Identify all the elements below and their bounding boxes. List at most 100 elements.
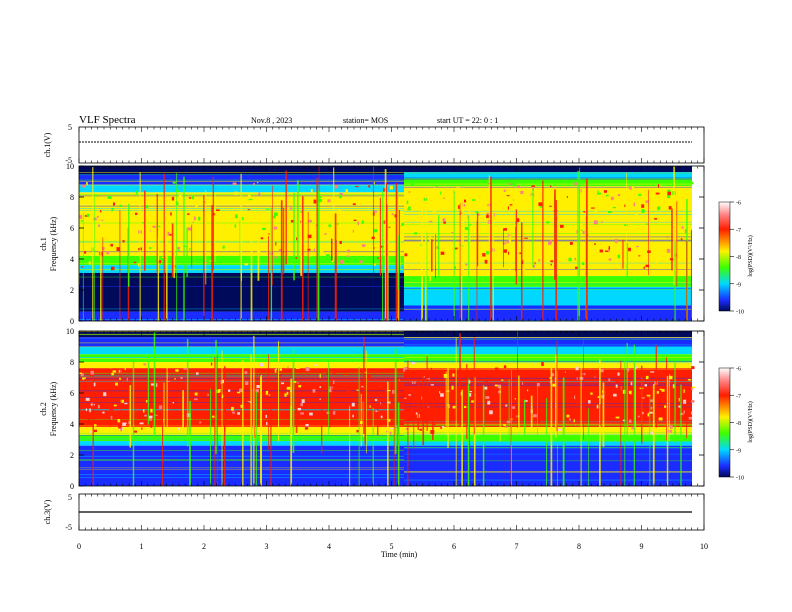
- spectrogram-band: [404, 354, 692, 362]
- spectrogram-speckle: [550, 263, 552, 266]
- spectrogram-ch2-image: [79, 331, 704, 486]
- spectrogram-speckle: [484, 386, 488, 390]
- spectrogram-speckle: [135, 391, 138, 395]
- spectrogram-speckle: [175, 190, 180, 193]
- spectrogram-speckle: [111, 372, 114, 376]
- ch1-ytick-bottom: -5: [65, 156, 72, 165]
- spectrogram-speckle: [484, 259, 488, 264]
- spectrogram-speckle: [635, 366, 638, 369]
- spectrogram-speckle: [615, 384, 618, 388]
- spectrogram-speckle: [120, 399, 124, 403]
- spectrogram-speckle: [435, 185, 438, 187]
- spectrogram-speckle: [629, 186, 632, 190]
- spec2-ylabel-ch: ch.2: [39, 402, 48, 416]
- spectrogram-speckle: [101, 247, 105, 251]
- spectrogram-speckle: [361, 385, 363, 388]
- spectrogram-speckle: [109, 366, 112, 369]
- spectrogram-speckle: [551, 373, 555, 377]
- spectrogram-speckle: [387, 226, 391, 228]
- spectrogram-speckle: [314, 364, 319, 366]
- spectrogram-speckle: [311, 386, 316, 390]
- spectrogram-speckle: [356, 389, 359, 391]
- spectrogram-speckle: [245, 381, 249, 385]
- spectrogram-speckle: [347, 389, 351, 393]
- spectrogram-speckle: [357, 221, 360, 226]
- spectrogram-speckle: [352, 414, 354, 418]
- ch1-ylabel: ch.1(V): [43, 132, 52, 157]
- colorbar-tick-label: -6: [736, 201, 741, 207]
- spectrogram-speckle: [394, 224, 397, 227]
- spectrogram-speckle: [430, 367, 433, 370]
- spectrogram-speckle: [675, 363, 678, 367]
- spectrogram-speckle: [186, 413, 191, 418]
- spectrogram-speckle: [429, 220, 433, 223]
- spectrogram-speckle: [228, 389, 231, 392]
- spectrogram-speckle: [454, 266, 456, 270]
- spectrogram-speckle: [672, 384, 675, 389]
- spectrogram-speckle: [471, 400, 476, 403]
- spectrogram-speckle: [575, 402, 579, 406]
- spectrogram-speckle: [328, 388, 333, 393]
- spectrogram-band: [404, 331, 692, 338]
- spectrogram-speckle: [319, 374, 321, 378]
- spectrogram-speckle: [462, 369, 465, 374]
- spectrogram-speckle: [97, 224, 101, 227]
- spectrogram-speckle: [568, 418, 572, 421]
- spectrogram-speckle: [582, 230, 585, 235]
- spectrogram-speckle: [209, 260, 212, 262]
- spectrogram-speckle: [111, 207, 114, 212]
- spectrogram-speckle: [406, 200, 409, 204]
- spectrogram-speckle: [646, 394, 651, 397]
- spectrogram-speckle: [631, 427, 635, 430]
- spectrogram-speckle: [97, 259, 99, 261]
- spectrogram-speckle: [281, 213, 285, 216]
- spectrogram-speckle: [671, 183, 674, 187]
- spectrogram-speckle: [655, 261, 658, 264]
- spectrogram-speckle: [199, 421, 202, 424]
- spectrogram-speckle: [248, 395, 251, 398]
- spectrogram-speckle: [183, 368, 187, 370]
- spectrogram-speckle: [96, 195, 98, 197]
- spectrogram-speckle: [622, 389, 626, 394]
- spectrogram-speckle: [204, 201, 206, 203]
- spectrogram-speckle: [649, 431, 654, 435]
- spectrogram-speckle: [155, 253, 158, 256]
- spectrogram-speckle: [646, 223, 648, 226]
- spectrogram-speckle: [550, 185, 552, 187]
- spectrogram-speckle: [574, 424, 577, 426]
- spectrogram-speckle: [210, 362, 213, 366]
- spectrogram-speckle: [604, 197, 607, 200]
- spectrogram-speckle: [345, 189, 348, 193]
- spectrogram-band: [404, 286, 692, 306]
- spectrogram-speckle: [576, 377, 578, 381]
- spectrogram-speckle: [318, 198, 323, 203]
- spectrogram-speckle: [307, 254, 312, 257]
- time-axis: 0 1 2 3 4 5 6 7 8 9 10: [77, 127, 708, 551]
- spectrogram-speckle: [383, 188, 387, 192]
- spectrogram-speckle: [86, 213, 90, 217]
- spectrogram-speckle: [112, 202, 116, 206]
- spectrogram-speckle: [177, 428, 180, 430]
- spectrogram-speckle: [126, 377, 128, 381]
- spectrogram-speckle: [162, 256, 165, 258]
- spectrogram-speckle: [683, 399, 687, 404]
- y-tick-label: 10: [66, 327, 74, 336]
- spectrogram-speckle: [615, 379, 619, 383]
- spectrogram-speckle: [448, 406, 451, 408]
- spectrogram-speckle: [308, 219, 312, 223]
- spectrogram-speckle: [361, 380, 363, 383]
- spectrogram-speckle: [439, 391, 441, 394]
- ch1-waveform-panel: 5 -5 ch.1(V): [43, 123, 705, 165]
- spectrogram-speckle: [244, 263, 249, 266]
- spectrogram-band: [404, 276, 692, 287]
- spec1-ylabel-ch: ch.1: [39, 237, 48, 251]
- spectrogram-speckle: [522, 266, 525, 270]
- spectrogram-speckle: [650, 399, 654, 403]
- spectrogram-speckle: [378, 382, 382, 387]
- spectrogram-speckle: [433, 423, 436, 426]
- spectrogram-speckle: [79, 372, 82, 375]
- spectrogram-speckle: [404, 366, 408, 370]
- spectrogram-speckle: [574, 395, 576, 400]
- spectrogram-speckle: [691, 386, 696, 388]
- spectrogram-speckle: [157, 260, 162, 264]
